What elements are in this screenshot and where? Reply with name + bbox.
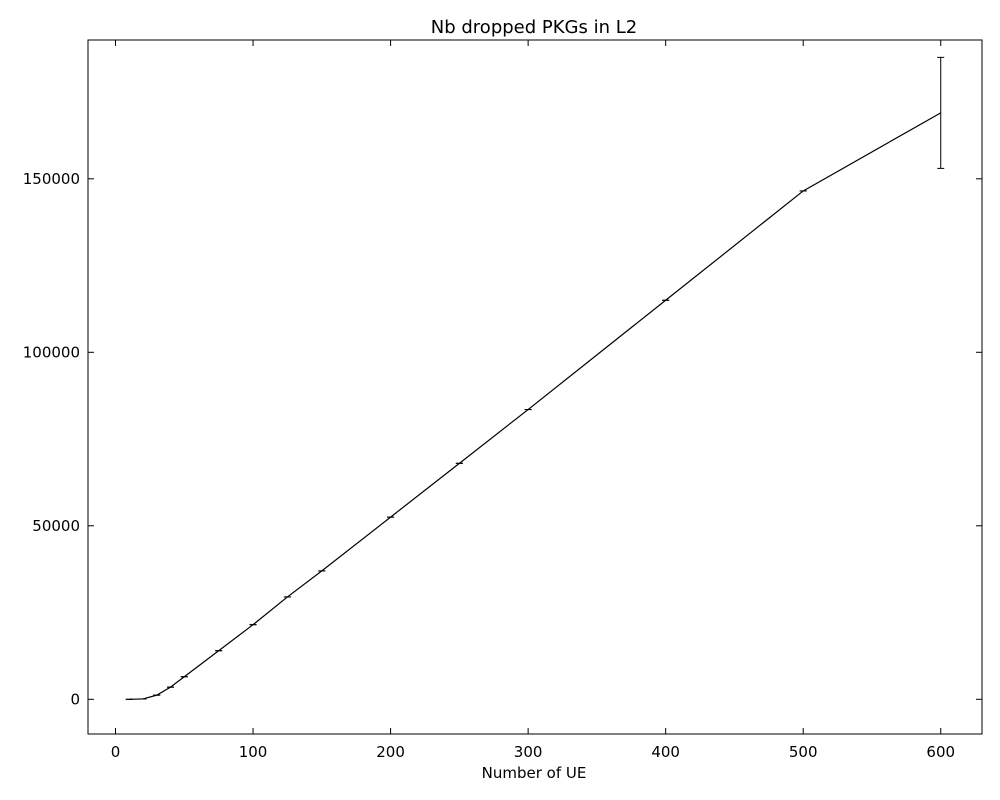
- axis-ticks: 0 100 200 300 400 500 600 0 50000 100000 150000: [23, 40, 982, 761]
- x-tick-label: 500: [789, 743, 818, 761]
- plot-frame: [87, 39, 983, 735]
- plot-area: [125, 56, 945, 700]
- x-tick-label: 600: [926, 743, 955, 761]
- x-tick-label: 300: [514, 743, 543, 761]
- y-tick-label: 50000: [32, 517, 80, 535]
- x-tick-label: 400: [651, 743, 680, 761]
- series-line: [129, 112, 942, 700]
- x-axis-label: Number of UE: [482, 764, 587, 782]
- x-tick-label: 0: [111, 743, 121, 761]
- y-tick-label: 150000: [23, 170, 80, 188]
- x-tick-label: 200: [376, 743, 405, 761]
- y-tick-label: 0: [70, 690, 80, 708]
- y-tick-label: 100000: [23, 343, 80, 361]
- chart-title: Nb dropped PKGs in L2: [431, 17, 637, 38]
- x-tick-label: 100: [239, 743, 268, 761]
